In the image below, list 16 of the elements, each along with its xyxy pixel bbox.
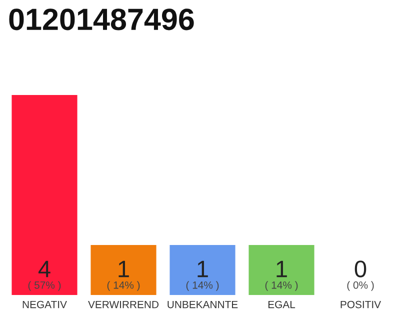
data-label: 1 (118, 260, 129, 278)
annotation: ( 14% ) (265, 281, 298, 291)
annotation: ( 0% ) (347, 281, 374, 291)
x-tick-label: POSITIV (340, 300, 382, 308)
annotation: ( 14% ) (186, 281, 219, 291)
data-label: 0 (354, 260, 366, 278)
data-label: 1 (276, 260, 287, 278)
x-tick-label: UNBEKANNTE (168, 300, 238, 308)
x-tick-label: VERWIRREND (88, 300, 158, 308)
x-tick-label: EGAL (268, 300, 296, 308)
chart-title: 01201487496 (9, 8, 194, 30)
x-tick-label: NEGATIV (22, 300, 67, 308)
data-label: 1 (198, 260, 208, 278)
data-label: 4 (38, 260, 50, 278)
annotation: ( 57% ) (28, 281, 61, 291)
annotation: ( 14% ) (107, 281, 140, 291)
